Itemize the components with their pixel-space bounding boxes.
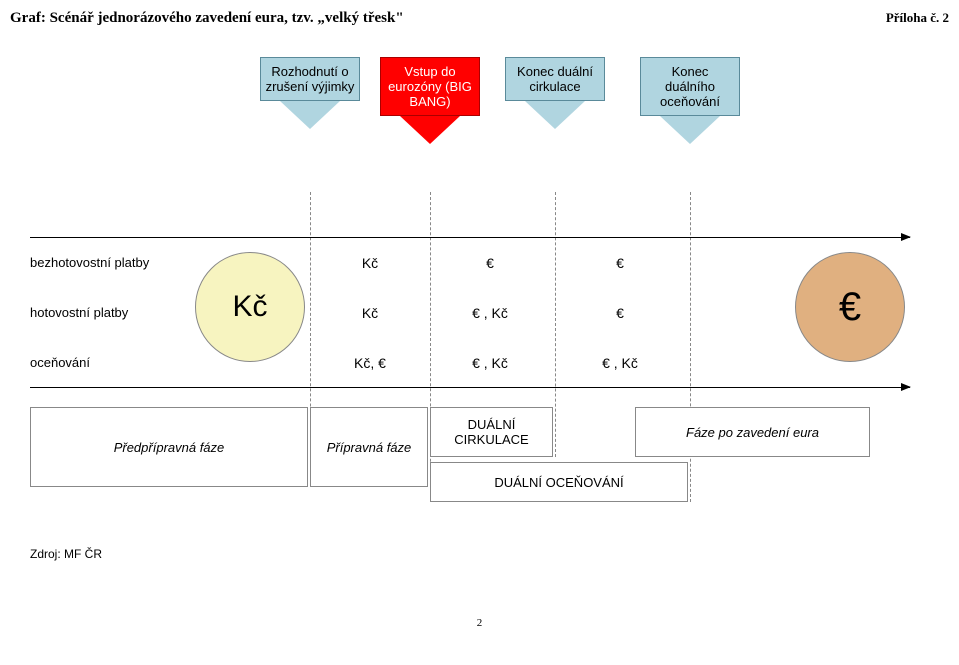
phase-label: DUÁLNÍ CIRKULACE: [435, 417, 548, 447]
phase-box: Předpřípravná fáze: [30, 407, 308, 487]
cell-value: €: [460, 255, 520, 271]
cell-value: € , Kč: [450, 305, 530, 321]
phase-box: Přípravná fáze: [310, 407, 428, 487]
phase-label: Fáze po zavedení eura: [686, 425, 819, 440]
currency-circle-eur: €: [795, 252, 905, 362]
timeline-line: [30, 237, 910, 238]
source-label: Zdroj: MF ČR: [30, 547, 102, 561]
milestone-label: Konec duálního oceňování: [660, 64, 720, 109]
cell-value: Kč: [340, 305, 400, 321]
timeline-line: [30, 387, 910, 388]
phase-box: DUÁLNÍ CIRKULACE: [430, 407, 553, 457]
milestone-arrow-3: Konec duální cirkulace: [505, 57, 605, 129]
cell-value: € , Kč: [450, 355, 530, 371]
currency-circle-kc: Kč: [195, 252, 305, 362]
cell-value: Kč: [340, 255, 400, 271]
phase-label: DUÁLNÍ OCEŇOVÁNÍ: [494, 475, 623, 490]
milestone-label: Vstup do eurozóny (BIG BANG): [388, 64, 472, 109]
milestone-arrow-2: Vstup do eurozóny (BIG BANG): [380, 57, 480, 144]
currency-eur-label: €: [839, 285, 861, 330]
page-number: 2: [10, 617, 949, 629]
cell-value: €: [590, 255, 650, 271]
cell-value: Kč, €: [330, 355, 410, 371]
phase-label: Předpřípravná fáze: [114, 440, 225, 455]
phase-box: Fáze po zavedení eura: [635, 407, 870, 457]
milestone-label: Rozhodnutí o zrušení výjimky: [266, 64, 355, 94]
currency-kc-label: Kč: [232, 290, 267, 324]
phase-label: Přípravná fáze: [327, 440, 412, 455]
cell-value: € , Kč: [580, 355, 660, 371]
milestone-label: Konec duální cirkulace: [517, 64, 593, 94]
divider-line: [555, 192, 556, 457]
row-label-ocenovani: oceňování: [30, 355, 90, 370]
cell-value: €: [590, 305, 650, 321]
row-label-bezhotovostni: bezhotovostní platby: [30, 255, 149, 270]
milestone-arrow-1: Rozhodnutí o zrušení výjimky: [260, 57, 360, 129]
row-label-hotovostni: hotovostní platby: [30, 305, 128, 320]
milestone-arrow-4: Konec duálního oceňování: [640, 57, 740, 144]
page-title: Graf: Scénář jednorázového zavedení eura…: [10, 10, 404, 27]
diagram: Rozhodnutí o zrušení výjimky Vstup do eu…: [20, 37, 940, 597]
annex-label: Příloha č. 2: [886, 10, 949, 26]
phase-box: DUÁLNÍ OCEŇOVÁNÍ: [430, 462, 688, 502]
